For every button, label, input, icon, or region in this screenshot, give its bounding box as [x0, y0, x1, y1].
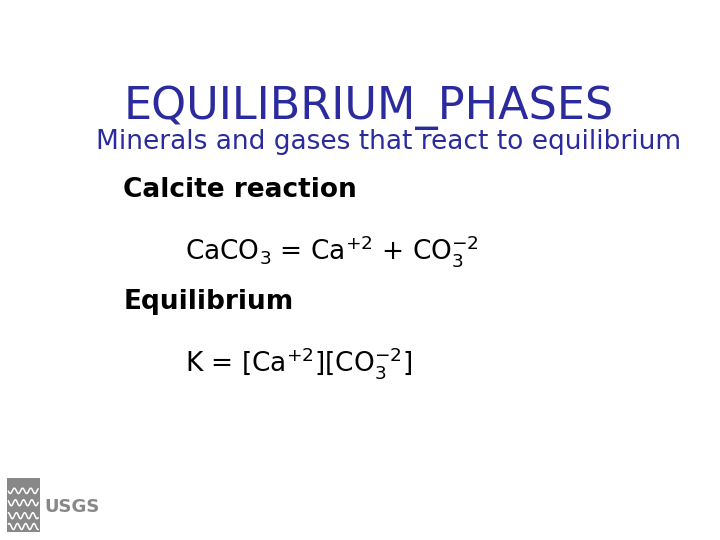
Text: Equilibrium: Equilibrium — [124, 289, 294, 315]
Text: USGS: USGS — [45, 498, 100, 516]
Bar — [7, 478, 40, 532]
Text: K = [Ca$^{+2}$][CO$_3^{-2}$]: K = [Ca$^{+2}$][CO$_3^{-2}$] — [185, 346, 412, 381]
Text: CaCO$_3$ = Ca$^{+2}$ + CO$_3^{-2}$: CaCO$_3$ = Ca$^{+2}$ + CO$_3^{-2}$ — [185, 233, 479, 269]
Text: EQUILIBRIUM_PHASES: EQUILIBRIUM_PHASES — [124, 85, 614, 130]
Text: Calcite reaction: Calcite reaction — [124, 177, 357, 203]
Text: Minerals and gases that react to equilibrium: Minerals and gases that react to equilib… — [96, 129, 680, 155]
